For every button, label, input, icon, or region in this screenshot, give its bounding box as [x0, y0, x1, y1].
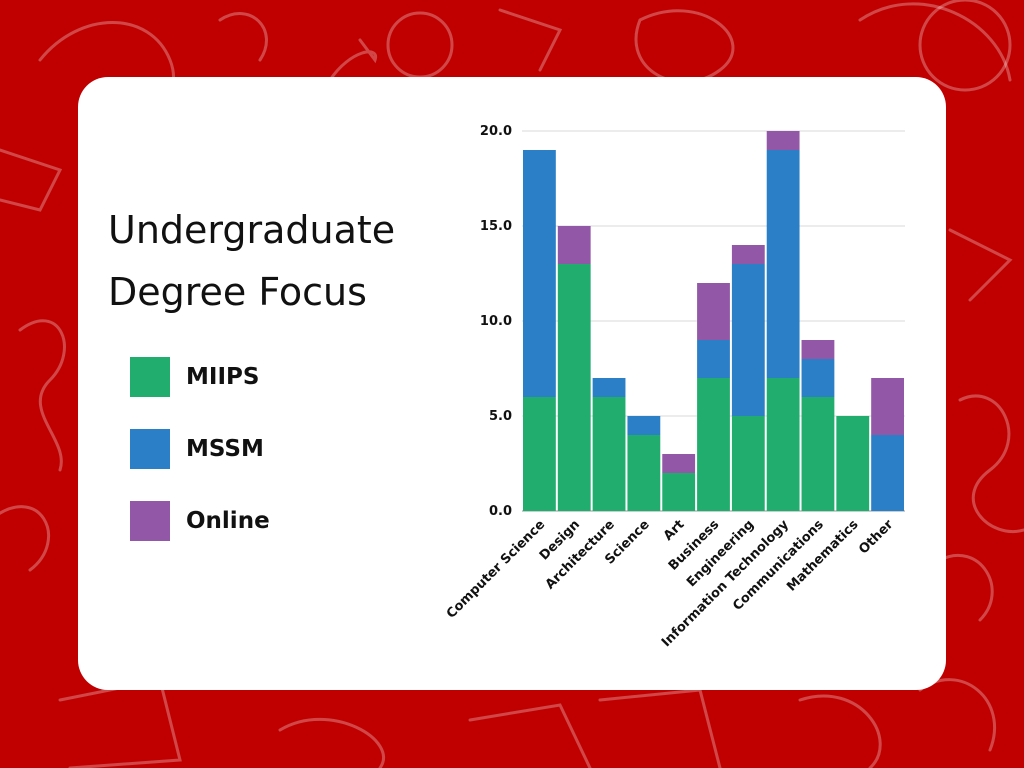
y-tick-label: 5.0: [489, 409, 512, 424]
title-line-2: Degree Focus: [108, 270, 367, 314]
bar-segment-mssm: [523, 150, 556, 397]
chart-legend: MIIPS MSSM Online: [130, 357, 270, 573]
legend-item-online: Online: [130, 501, 270, 541]
legend-swatch-mssm: [130, 429, 170, 469]
legend-label-miips: MIIPS: [186, 364, 260, 390]
legend-item-miips: MIIPS: [130, 357, 270, 397]
bar-segment-online: [557, 226, 591, 264]
legend-item-mssm: MSSM: [130, 429, 270, 469]
bar-segment-miips: [731, 416, 765, 511]
bar-segment-miips: [557, 264, 591, 511]
bar-segment-mssm: [801, 359, 835, 397]
bar-segment-online: [766, 131, 800, 150]
bar-segment-online: [662, 454, 696, 473]
bar-segment-online: [731, 245, 765, 264]
bar-segment-miips: [766, 378, 800, 511]
bar-segment-miips: [697, 378, 730, 511]
bar-segment-mssm: [766, 150, 800, 378]
bar-segment-online: [801, 340, 835, 359]
legend-swatch-online: [130, 501, 170, 541]
bar-segment-miips: [801, 397, 835, 511]
bar-segment-mssm: [592, 378, 626, 397]
bar-segment-mssm: [627, 416, 661, 435]
bar-segment-miips: [662, 473, 696, 511]
legend-label-mssm: MSSM: [186, 436, 264, 462]
y-tick-label: 0.0: [489, 504, 512, 519]
bar-segment-mssm: [731, 264, 765, 416]
y-tick-label: 15.0: [480, 219, 512, 234]
bar-segment-miips: [592, 397, 626, 511]
x-category-label: Other: [856, 517, 897, 558]
title-line-1: Undergraduate: [108, 208, 396, 252]
y-tick-label: 10.0: [480, 314, 512, 329]
legend-swatch-miips: [130, 357, 170, 397]
page-title: Undergraduate Degree Focus: [108, 199, 448, 323]
content-card: Undergraduate Degree Focus MIIPS MSSM On…: [78, 77, 946, 690]
bar-segment-miips: [523, 397, 556, 511]
y-tick-label: 20.0: [480, 124, 512, 139]
bar-segment-online: [871, 378, 904, 435]
x-category-label: Computer Science: [444, 517, 549, 622]
bar-segment-miips: [836, 416, 870, 511]
x-category-label: Art: [661, 517, 688, 544]
bar-segment-mssm: [697, 340, 730, 378]
bar-segment-mssm: [871, 435, 904, 511]
legend-label-online: Online: [186, 508, 270, 534]
bar-segment-online: [697, 283, 730, 340]
bar-segment-miips: [627, 435, 661, 511]
stacked-bar-chart: 0.05.010.015.020.0 Computer ScienceDesig…: [444, 124, 905, 650]
